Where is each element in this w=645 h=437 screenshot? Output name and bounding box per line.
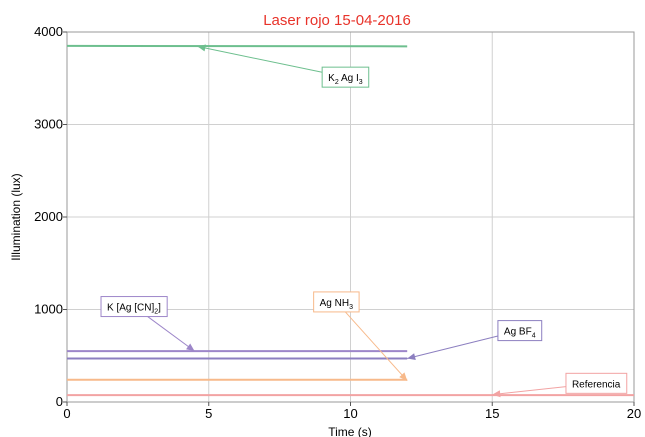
annotation-label: K [Ag [CN]2​]	[107, 303, 161, 316]
annotation: Ag NH3​	[313, 291, 408, 382]
annotations: K2​ Ag I3​ K [Ag [CN]2​] Ag NH3​ Ag BF4​ Ref…	[100, 44, 628, 398]
y-axis-label: Illumination (lux)	[9, 173, 23, 260]
x-tick-label: 0	[63, 406, 70, 421]
x-tick-label: 5	[205, 406, 212, 421]
annotation-box	[565, 372, 628, 394]
y-tick-labels: 0 1000 2000 3000 4000	[34, 24, 67, 409]
annotation: Ag BF4​	[407, 320, 543, 360]
x-tick-label: 20	[627, 406, 641, 421]
x-axis-label: Time (s)	[328, 425, 372, 437]
annotation-arrowhead	[186, 343, 195, 352]
annotation-leader	[407, 335, 499, 360]
annotation-box	[497, 320, 543, 342]
annotation-label: Referencia	[572, 379, 621, 390]
x-tick-label: 15	[485, 406, 499, 421]
annotation-label: K2​ Ag I3​	[328, 73, 363, 86]
y-tick-label: 4000	[34, 24, 63, 39]
annotation-label: Ag BF4​	[504, 327, 536, 340]
annotation-label: Ag NH3​	[320, 298, 353, 311]
annotation: K [Ag [CN]2​]	[100, 296, 195, 352]
annotation-box	[313, 291, 360, 313]
annotation-box	[100, 296, 168, 318]
annotation: K2​ Ag I3​	[197, 44, 370, 88]
annotation-leader	[344, 311, 408, 382]
annotation-arrowhead	[407, 353, 416, 360]
annotation: Referencia	[492, 372, 628, 398]
y-tick-label: 1000	[34, 302, 63, 317]
y-tick-label: 0	[56, 394, 63, 409]
annotation-box	[321, 66, 370, 88]
y-tick-label: 2000	[34, 209, 63, 224]
x-tick-label: 10	[343, 406, 357, 421]
x-tick-labels: 0 5 10 15 20	[63, 402, 641, 421]
y-tick-label: 3000	[34, 117, 63, 132]
annotation-leader	[492, 386, 567, 396]
series-lines	[66, 44, 634, 397]
annotation-arrowhead	[197, 44, 206, 52]
annotation-leader	[197, 45, 323, 73]
annotation-arrowhead	[492, 390, 501, 398]
annotation-arrowhead	[399, 372, 408, 381]
chart-title: Laser rojo 15-04-2016	[263, 12, 411, 29]
annotation-leader	[147, 316, 195, 352]
